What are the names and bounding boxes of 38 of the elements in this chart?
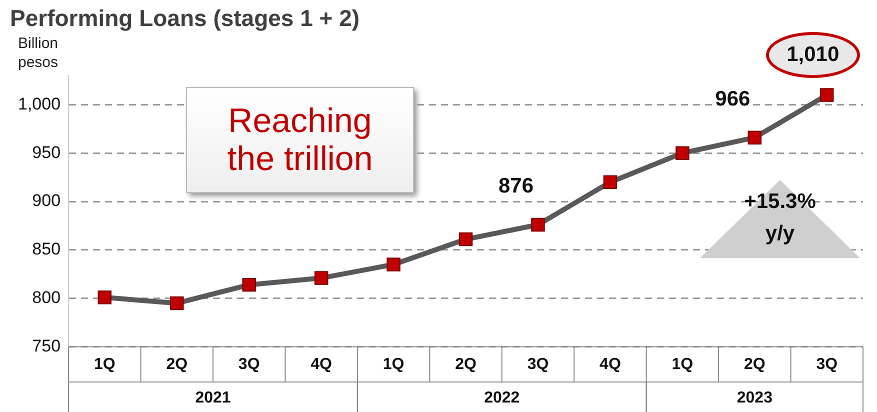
x-tick-label: 3Q (238, 356, 260, 373)
point (386, 258, 400, 272)
annotation: +15.3% y/y (743, 189, 817, 247)
y-tick-label: 950 (32, 142, 61, 162)
y-tick-label: 1,000 (18, 94, 61, 114)
y-axis-title: Billion pesos (16, 34, 60, 72)
text: 2021 (195, 389, 231, 406)
x-tick-label: 2Q (166, 356, 188, 373)
x-tick-label: 4Q (600, 356, 621, 373)
point (531, 218, 545, 232)
point (98, 290, 112, 304)
point (314, 271, 328, 285)
point (748, 130, 762, 144)
point (603, 175, 618, 190)
data-label: 966 (715, 87, 750, 110)
text: 2022 (484, 389, 520, 406)
annotation: Reaching the trillion (186, 87, 414, 193)
point (458, 232, 473, 246)
point (820, 88, 834, 102)
y-tick-label: 750 (32, 336, 61, 356)
x-tick-label: 2Q (455, 356, 476, 373)
data-label: 876 (498, 174, 534, 198)
x-tick-label: 3Q (527, 356, 549, 373)
x-tick-label: 1Q (382, 356, 404, 373)
x-tick-label: 1Q (672, 356, 694, 373)
point (170, 296, 184, 310)
y-tick-label: 850 (32, 240, 61, 259)
point (676, 146, 690, 160)
data-label: 1,010 (786, 42, 840, 66)
text: 2023 (736, 389, 773, 406)
y-tick-label: 800 (32, 288, 61, 308)
x-tick-label: 3Q (816, 356, 838, 373)
x-tick-label: 2Q (744, 356, 766, 373)
x-tick-label: 4Q (310, 356, 332, 373)
chart-title: Performing Loans (stages 1 + 2) (10, 5, 360, 32)
y-tick-label: 900 (32, 191, 61, 210)
x-tick-label: 1Q (94, 356, 116, 373)
point (242, 278, 256, 292)
